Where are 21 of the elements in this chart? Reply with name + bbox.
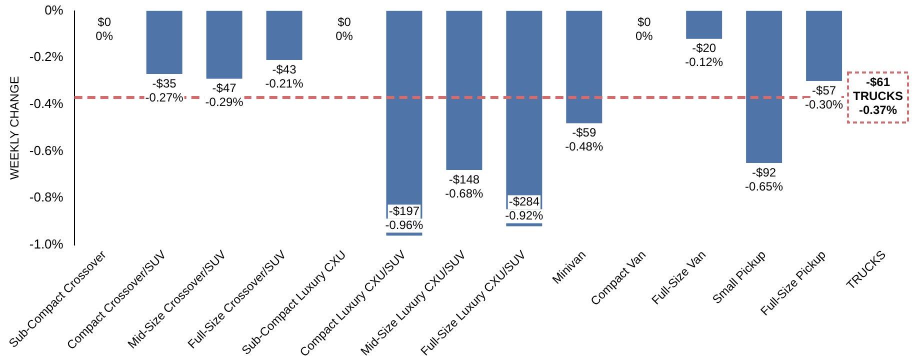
data-label: -$57 -0.30% (805, 83, 844, 112)
data-label: -$92 -0.65% (745, 165, 784, 194)
data-label: -$59 -0.48% (565, 126, 604, 154)
data-label: -$43 -0.21% (265, 62, 304, 90)
data-label: -$20 -0.12% (685, 41, 724, 70)
y-tick-label: -0.8% (29, 190, 64, 205)
ref-line-label: -$61 TRUCKS -0.37% (853, 74, 903, 117)
y-tick-label: -0.2% (29, 49, 64, 64)
y-tick-label: -0.6% (29, 142, 64, 158)
data-label: -$284 -0.92% (505, 194, 544, 223)
y-tick-label: 0% (44, 2, 64, 18)
data-label: $0 0% (336, 15, 354, 44)
data-label: -$148 -0.68% (445, 172, 484, 200)
data-label: -$35 -0.27% (145, 76, 184, 104)
data-label: $0 0% (635, 15, 654, 44)
data-label: -$47 -0.29% (205, 81, 244, 110)
y-tick-label: -0.4% (29, 96, 64, 112)
y-axis-title: WEEKLY CHANGE (8, 76, 22, 180)
y-tick-label: -1.0% (29, 236, 64, 252)
data-label: $0 0% (96, 15, 114, 44)
data-label: -$197 -0.96% (385, 204, 424, 232)
